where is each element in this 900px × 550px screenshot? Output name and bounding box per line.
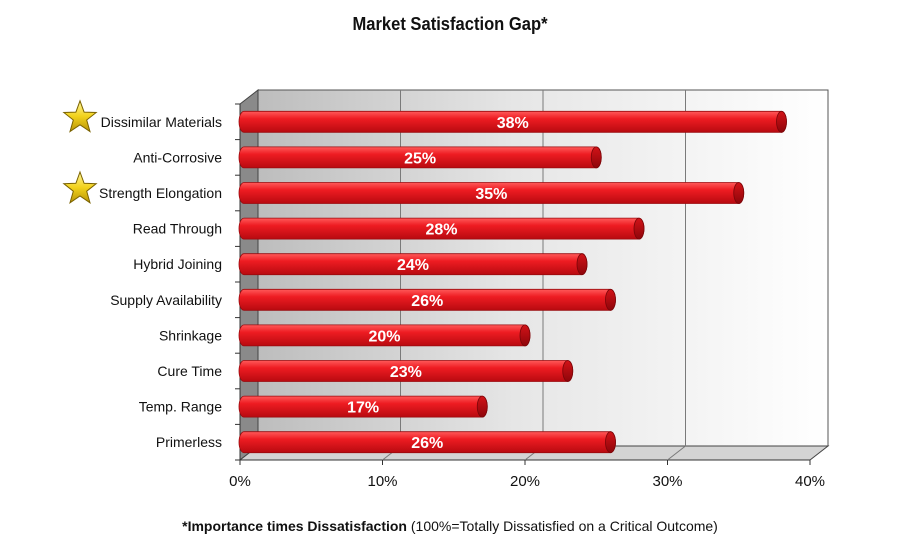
bar-end-cap: [519, 324, 531, 347]
footnote-text: (100%=Totally Dissatisfied on a Critical…: [407, 518, 718, 534]
star-icon: [62, 170, 98, 204]
bar-data-label: 20%: [368, 328, 400, 345]
bar-end-cap: [476, 395, 488, 418]
bar-end-cap: [776, 110, 787, 133]
bar-data-label: 26%: [411, 293, 443, 310]
category-label: Anti-Corrosive: [133, 149, 222, 165]
bar-end-cap: [605, 431, 616, 454]
category-label: Dissimilar Materials: [101, 114, 222, 130]
star-icon: [62, 99, 98, 133]
bar-end-cap: [576, 253, 588, 276]
category-label: Supply Availability: [110, 292, 222, 308]
x-tick-label: 30%: [652, 473, 682, 490]
bar-end-cap: [562, 360, 574, 382]
bar-data-label: 26%: [411, 435, 443, 452]
category-label: Primerless: [156, 434, 222, 450]
footnote-bold: *Importance times Dissatisfaction: [182, 518, 407, 534]
bar-data-label: 23%: [390, 364, 422, 381]
category-label: Cure Time: [157, 363, 222, 379]
bar-data-label: 24%: [397, 257, 429, 274]
bar-data-label: 38%: [497, 115, 529, 132]
bar-data-label: 17%: [347, 400, 379, 417]
bar-data-label: 28%: [425, 222, 457, 239]
category-label: Temp. Range: [139, 399, 222, 415]
bar-end-cap: [590, 146, 602, 169]
category-label: Hybrid Joining: [133, 256, 222, 272]
bar-data-label: 25%: [404, 150, 436, 167]
category-label: Read Through: [133, 221, 222, 237]
category-label: Shrinkage: [159, 327, 222, 343]
bar-data-label: 35%: [475, 186, 507, 203]
footnote: *Importance times Dissatisfaction (100%=…: [0, 518, 900, 534]
category-label: Strength Elongation: [99, 185, 222, 201]
bar-end-cap: [733, 182, 745, 204]
bar-end-cap: [605, 288, 616, 311]
x-tick-label: 20%: [510, 473, 540, 490]
x-tick-label: 40%: [795, 473, 825, 490]
floor-gridline: [667, 445, 686, 461]
chart-title: Market Satisfaction Gap*: [352, 14, 548, 34]
bar-end-cap: [633, 217, 645, 240]
x-tick-label: 10%: [367, 473, 397, 490]
x-tick-label: 0%: [229, 473, 251, 490]
